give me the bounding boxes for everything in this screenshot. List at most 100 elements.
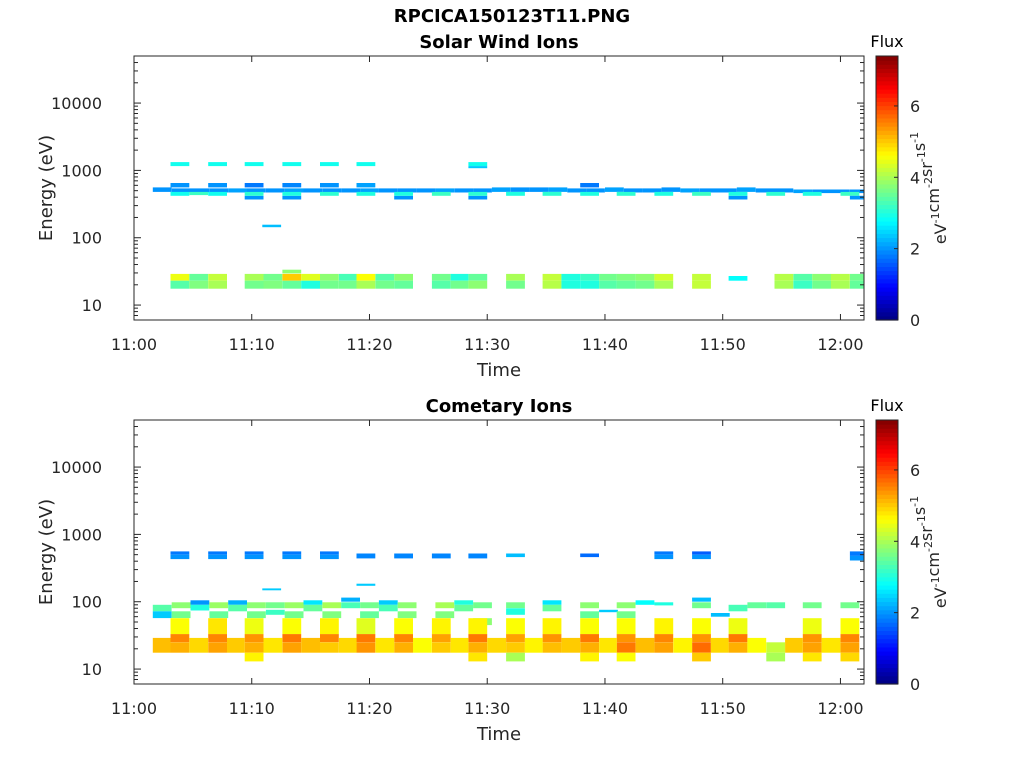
heatmap-cell: [661, 187, 681, 192]
colorbar-step: [876, 163, 898, 168]
heatmap-cell: [170, 554, 190, 560]
heatmap-cell: [654, 642, 674, 653]
heatmap-cell: [170, 183, 190, 188]
x-axis-label: Time: [476, 360, 521, 381]
heatmap-cell: [506, 273, 525, 281]
heatmap-cell: [322, 611, 342, 619]
colorbar-step: [876, 461, 898, 466]
heatmap-cell: [561, 280, 581, 289]
heatmap-cell: [244, 280, 264, 289]
colorbar-step: [876, 420, 898, 425]
heatmap-cell: [766, 191, 786, 196]
colorbar-step: [876, 655, 898, 660]
heatmap-cell: [228, 600, 247, 605]
heatmap-cell: [320, 273, 339, 281]
heatmap-cell: [152, 637, 171, 653]
heatmap-cell: [244, 273, 264, 281]
heatmap-cell: [394, 273, 413, 281]
colorbar-step: [876, 171, 898, 177]
colorbar-step: [876, 568, 898, 574]
heatmap-cell: [491, 187, 511, 192]
colorbar-step: [876, 638, 898, 644]
heatmap-cell: [282, 269, 302, 274]
heatmap-cell: [282, 280, 302, 289]
heatmap-cell: [654, 634, 674, 643]
heatmap-cell: [849, 273, 864, 281]
heatmap-cell: [747, 602, 767, 609]
heatmap-cell: [654, 618, 674, 635]
heatmap-cell: [728, 642, 748, 653]
heatmap-cell: [189, 191, 209, 196]
cometary-panel: 11:00 11:10 11:20 11:30 11:40 11:50 12:00 10 100…: [36, 396, 950, 745]
heatmap-cell: [542, 273, 562, 281]
colorbar-frame: [875, 55, 899, 321]
colorbar-step: [876, 303, 898, 309]
heatmap-cell: [580, 618, 599, 635]
heatmap-cell: [208, 618, 227, 635]
colorbar-step: [876, 580, 898, 586]
heatmap-cell: [468, 642, 488, 653]
colorbar-step: [876, 233, 898, 239]
colorbar-step: [876, 225, 898, 230]
heatmap-cell: [774, 273, 794, 281]
heatmap-cell: [228, 188, 247, 193]
colorbar-step: [876, 270, 898, 276]
heatmap-cell: [208, 551, 227, 555]
colorbar-step: [876, 556, 898, 561]
heatmap-cell: [208, 642, 227, 653]
heatmap-cell: [265, 609, 285, 615]
heatmap-cell: [435, 602, 455, 609]
colorbar-step: [876, 89, 898, 94]
colorbar-tick-label: 0: [910, 675, 920, 694]
x-tick-label: 11:40: [582, 699, 628, 718]
colorbar-tick-label: 4: [910, 532, 920, 551]
colorbar-step: [876, 481, 898, 487]
colorbar-step: [876, 634, 898, 640]
heatmap-cell: [356, 634, 376, 643]
colorbar-step: [876, 80, 898, 86]
heatmap-cell: [190, 604, 210, 611]
heatmap-cell: [228, 604, 247, 612]
colorbar-step: [876, 440, 898, 446]
colorbar-step: [876, 547, 898, 553]
heatmap-cell: [262, 224, 282, 228]
heatmap-cell: [356, 553, 376, 559]
heatmap-cell: [506, 191, 525, 196]
heatmap-cell: [692, 191, 711, 196]
heatmap-cell: [356, 273, 376, 281]
colorbar-step: [876, 667, 898, 673]
colorbar-tick-label: 0: [910, 311, 920, 330]
heatmap-cell: [301, 280, 320, 289]
heatmap-cell: [265, 188, 285, 193]
colorbar-step: [876, 651, 898, 656]
heatmap-cell: [840, 652, 860, 662]
heatmap-cell: [728, 604, 748, 612]
colorbar-step: [876, 560, 898, 565]
heatmap-cell: [849, 551, 864, 556]
colorbar-step: [876, 179, 898, 185]
colorbar-step: [876, 192, 898, 197]
heatmap-cell: [840, 618, 860, 635]
y-tick-label: 10: [82, 660, 102, 679]
colorbar-step: [876, 510, 898, 516]
heatmap-cell: [580, 611, 599, 619]
heatmap-cell: [605, 187, 624, 192]
heatmap-cell: [616, 280, 636, 289]
colorbar-step: [876, 142, 898, 148]
heatmap-cell: [356, 183, 376, 188]
colorbar-step: [876, 523, 898, 528]
x-axis-label: Time: [476, 724, 521, 745]
colorbar-step: [876, 457, 898, 462]
heatmap-cell: [320, 183, 339, 188]
heatmap-cell: [435, 611, 455, 619]
plot-frame: [133, 419, 865, 685]
heatmap-cell: [282, 642, 302, 653]
heatmap-cell: [247, 602, 266, 609]
heatmap-cell: [736, 187, 756, 192]
heatmap-cell: [189, 273, 209, 281]
heatmap-cell: [506, 602, 525, 609]
colorbar-step: [876, 282, 898, 288]
heatmap-cell: [654, 551, 674, 555]
colorbar-step: [876, 531, 898, 537]
heatmap-cell: [356, 618, 376, 635]
